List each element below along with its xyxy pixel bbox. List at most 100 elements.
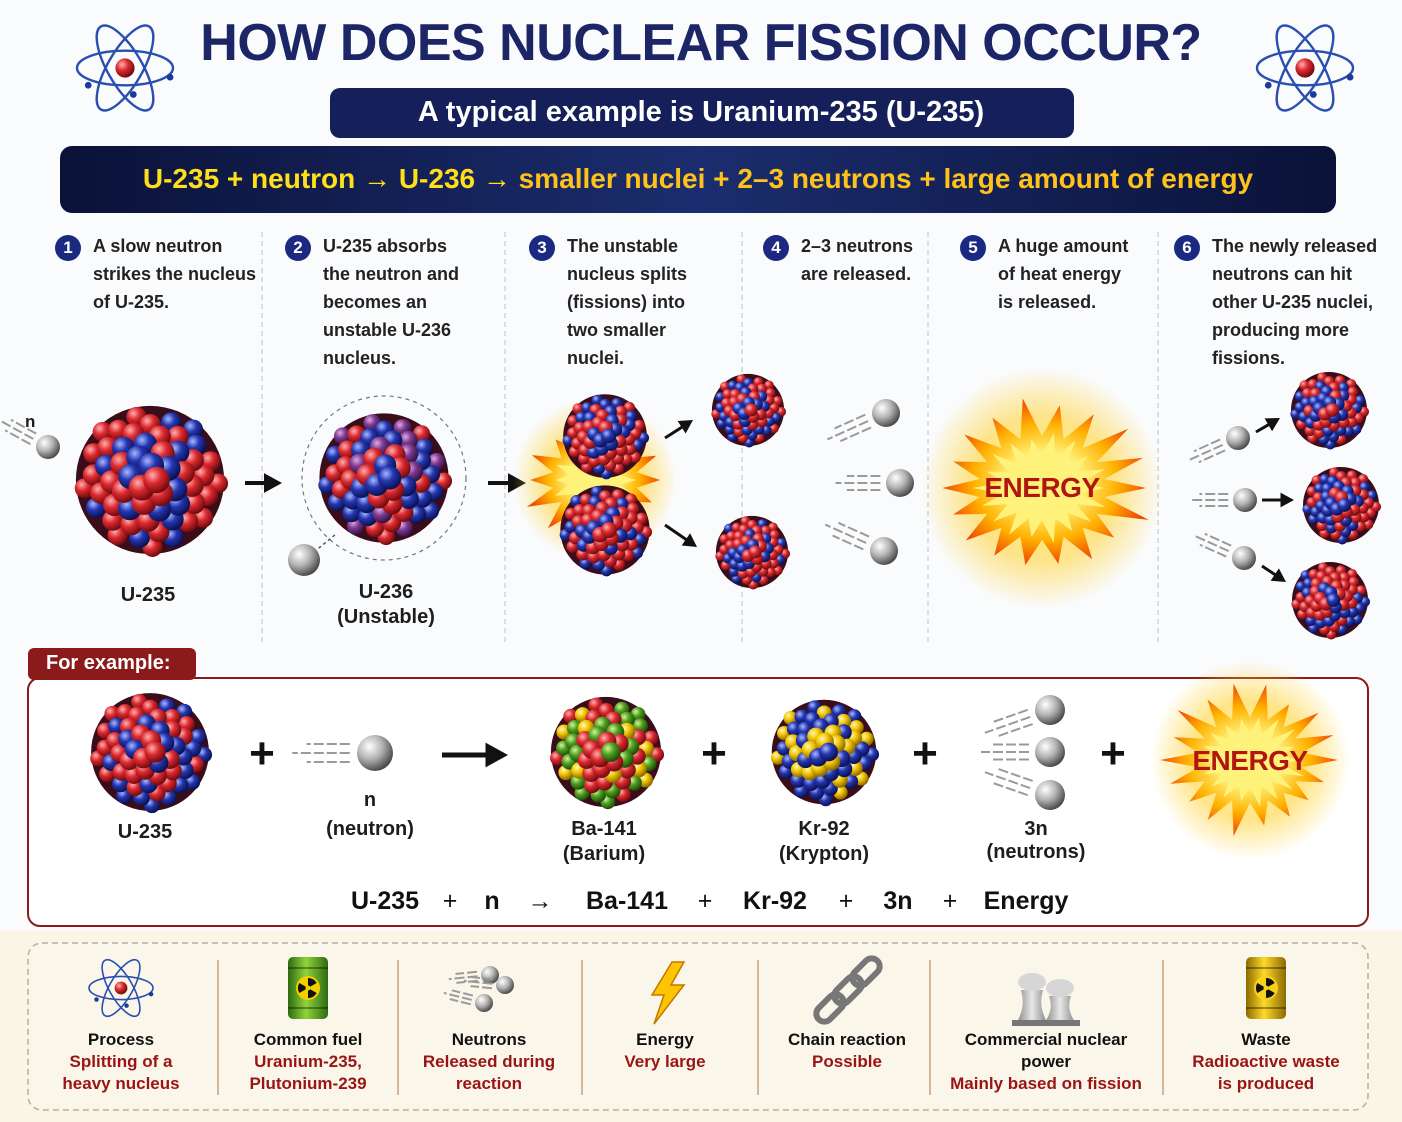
nucleus	[770, 699, 880, 807]
arrow-head	[1270, 568, 1286, 582]
atom-orbit	[95, 24, 155, 112]
nucleus	[90, 693, 213, 814]
fact-text: is produced	[1217, 1074, 1315, 1093]
facts-box	[27, 942, 1369, 1111]
nucleus-label: U-236	[358, 581, 414, 603]
fact-text: Possible	[812, 1052, 882, 1071]
arrow-head	[681, 533, 697, 547]
fact-text: Radioactive waste	[1192, 1052, 1340, 1071]
motion-trail	[10, 418, 37, 435]
neutron	[1232, 546, 1256, 570]
motion-trail	[471, 976, 494, 981]
neutron	[288, 544, 320, 576]
steam	[1046, 979, 1074, 997]
fact-title: Neutrons	[451, 1030, 527, 1049]
nucleon	[92, 421, 113, 442]
chain-link	[831, 973, 865, 1007]
nucleon	[744, 403, 758, 417]
nucleon	[600, 742, 621, 762]
item-label: 3n	[1024, 818, 1048, 840]
example-tab	[28, 648, 196, 680]
item-label: U-235	[117, 821, 173, 843]
absorption-shell	[301, 395, 467, 561]
operator: +	[701, 729, 727, 778]
nucleon	[720, 381, 730, 392]
item-label: (neutron)	[326, 818, 414, 840]
arrow-shaft	[1255, 422, 1272, 434]
equation-term: Ba-141	[586, 887, 668, 915]
radiation-blade	[308, 978, 317, 988]
motion-trail	[1199, 543, 1227, 558]
fact-title: Process	[87, 1030, 155, 1049]
plant-base	[1012, 1020, 1080, 1026]
arrow-shaft	[664, 424, 685, 440]
step-text: U-235 absorbs	[323, 236, 448, 256]
step-number: 3	[529, 235, 555, 261]
nucleon	[1311, 475, 1322, 486]
equation-term: U-235	[350, 887, 420, 915]
energy-label: ENERGY	[1192, 745, 1308, 776]
atom-orbit	[1275, 24, 1335, 112]
neutron	[872, 399, 900, 427]
arrow-head	[677, 420, 693, 434]
nucleus	[562, 394, 650, 480]
atom-orbit	[75, 49, 175, 87]
neutron	[1035, 695, 1065, 725]
motion-trail	[1204, 532, 1232, 547]
nucleon	[724, 523, 734, 534]
fact-text: reaction	[455, 1074, 523, 1093]
step-text: the neutron and	[323, 264, 459, 284]
motion-trail	[455, 970, 478, 975]
step-text: nucleus.	[323, 348, 397, 368]
item-label: (Krypton)	[779, 843, 869, 865]
equation-term: 3n	[883, 887, 913, 915]
radiation-blade	[308, 988, 317, 998]
fact-title: Waste	[1241, 1030, 1291, 1049]
item-label: (neutrons)	[986, 841, 1086, 863]
fact-text: Released during	[422, 1052, 556, 1071]
electron	[1346, 73, 1354, 81]
neutron	[496, 976, 514, 994]
fact-title: power	[1020, 1052, 1072, 1071]
motion-trail	[1198, 449, 1226, 464]
neutron	[1035, 780, 1065, 810]
step-text: becomes an	[323, 292, 428, 312]
neutron	[870, 537, 898, 565]
radiation-blade	[298, 983, 308, 993]
operator: +	[912, 729, 938, 778]
equation-term: +	[697, 887, 713, 915]
atom-orbit	[1255, 49, 1355, 87]
atom-orbit	[101, 958, 141, 1018]
step-number: 2	[285, 235, 311, 261]
equation-bar	[60, 146, 1336, 213]
step-text: strikes the nucleus	[93, 264, 257, 284]
motion-trail	[449, 998, 471, 1006]
neutron	[1035, 737, 1065, 767]
title: HOW DOES NUCLEAR FISSION OCCUR?	[200, 14, 1202, 72]
equation-term: Kr-92	[743, 887, 807, 915]
lightning	[650, 961, 686, 1025]
explosion	[1192, 717, 1305, 807]
nucleus	[715, 515, 791, 590]
step-number: 4	[763, 235, 789, 261]
step-text: The unstable	[567, 236, 679, 256]
arrow-shaft	[664, 523, 689, 543]
motion-trail	[4, 429, 31, 446]
subtitle: A typical example is Uranium-235 (U-235)	[417, 96, 985, 128]
cooling-tower	[1017, 990, 1047, 1022]
neutron	[1233, 488, 1257, 512]
motion-trail	[451, 989, 474, 997]
nucleon	[600, 521, 617, 539]
neutron	[475, 994, 493, 1012]
nucleon	[1325, 403, 1340, 417]
radiation-center	[1263, 985, 1269, 991]
nucleus	[711, 373, 787, 448]
step-number: 5	[960, 235, 986, 261]
equation-term: Energy	[983, 887, 1069, 915]
step-text: The newly released	[1212, 236, 1378, 256]
radiation-blade	[1255, 983, 1266, 993]
nucleon	[748, 545, 762, 559]
atom-nucleus	[115, 58, 135, 78]
step-text: fissions.	[1212, 348, 1286, 368]
energy-label: ENERGY	[984, 472, 1100, 503]
